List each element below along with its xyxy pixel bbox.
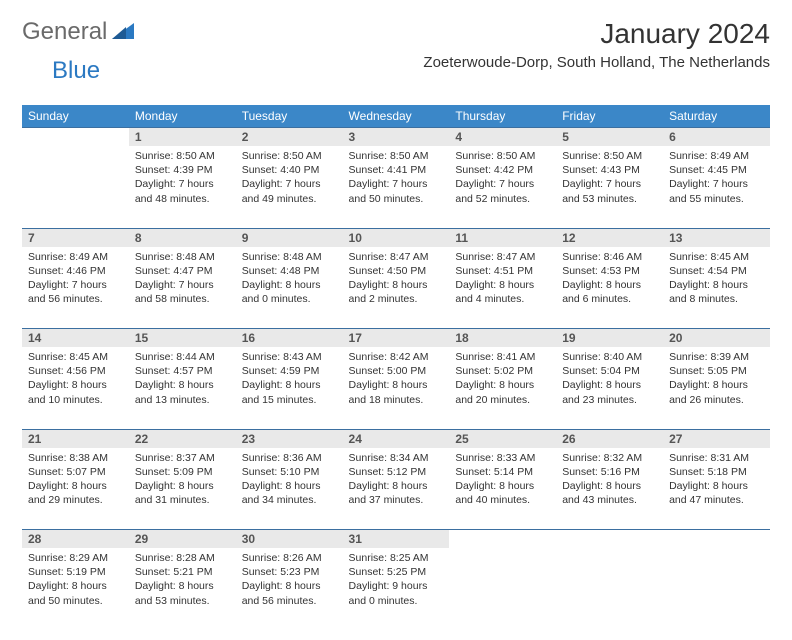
day-content-cell: Sunrise: 8:46 AMSunset: 4:53 PMDaylight:…	[556, 247, 663, 329]
day-content-cell: Sunrise: 8:44 AMSunset: 4:57 PMDaylight:…	[129, 347, 236, 429]
weekday-header: Saturday	[663, 105, 770, 128]
day-content-cell: Sunrise: 8:50 AMSunset: 4:39 PMDaylight:…	[129, 146, 236, 228]
day-number-cell: 7	[22, 228, 129, 247]
logo-triangle-icon	[112, 21, 134, 44]
day-number-cell: 5	[556, 128, 663, 147]
day-content-cell: Sunrise: 8:48 AMSunset: 4:48 PMDaylight:…	[236, 247, 343, 329]
day-content-cell: Sunrise: 8:26 AMSunset: 5:23 PMDaylight:…	[236, 548, 343, 630]
day-number-cell: 4	[449, 128, 556, 147]
day-content-cell: Sunrise: 8:38 AMSunset: 5:07 PMDaylight:…	[22, 448, 129, 530]
day-content-cell: Sunrise: 8:33 AMSunset: 5:14 PMDaylight:…	[449, 448, 556, 530]
day-number-cell: 31	[343, 530, 450, 549]
day-number-cell: 21	[22, 429, 129, 448]
day-number-cell: 2	[236, 128, 343, 147]
weekday-header: Thursday	[449, 105, 556, 128]
day-content-cell: Sunrise: 8:42 AMSunset: 5:00 PMDaylight:…	[343, 347, 450, 429]
logo: General	[22, 18, 136, 46]
day-number-cell: 28	[22, 530, 129, 549]
day-number-cell: 6	[663, 128, 770, 147]
day-content-cell: Sunrise: 8:43 AMSunset: 4:59 PMDaylight:…	[236, 347, 343, 429]
day-content-cell: Sunrise: 8:49 AMSunset: 4:45 PMDaylight:…	[663, 146, 770, 228]
day-number-cell: 25	[449, 429, 556, 448]
day-number-row: 21222324252627	[22, 429, 770, 448]
day-number-row: 28293031	[22, 530, 770, 549]
day-number-cell: 18	[449, 329, 556, 348]
day-number-cell: 1	[129, 128, 236, 147]
day-content-row: Sunrise: 8:38 AMSunset: 5:07 PMDaylight:…	[22, 448, 770, 530]
day-content-cell: Sunrise: 8:37 AMSunset: 5:09 PMDaylight:…	[129, 448, 236, 530]
weekday-header: Wednesday	[343, 105, 450, 128]
day-number-cell: 24	[343, 429, 450, 448]
day-number-cell: 14	[22, 329, 129, 348]
day-number-cell	[449, 530, 556, 549]
day-content-cell: Sunrise: 8:25 AMSunset: 5:25 PMDaylight:…	[343, 548, 450, 630]
day-number-cell: 15	[129, 329, 236, 348]
day-content-cell: Sunrise: 8:41 AMSunset: 5:02 PMDaylight:…	[449, 347, 556, 429]
day-content-cell: Sunrise: 8:40 AMSunset: 5:04 PMDaylight:…	[556, 347, 663, 429]
calendar-table: Sunday Monday Tuesday Wednesday Thursday…	[22, 105, 770, 630]
day-number-cell	[556, 530, 663, 549]
day-number-cell	[663, 530, 770, 549]
day-number-cell: 16	[236, 329, 343, 348]
day-content-cell: Sunrise: 8:31 AMSunset: 5:18 PMDaylight:…	[663, 448, 770, 530]
day-content-row: Sunrise: 8:45 AMSunset: 4:56 PMDaylight:…	[22, 347, 770, 429]
day-number-cell: 26	[556, 429, 663, 448]
day-number-cell: 19	[556, 329, 663, 348]
day-content-cell: Sunrise: 8:39 AMSunset: 5:05 PMDaylight:…	[663, 347, 770, 429]
day-number-cell: 29	[129, 530, 236, 549]
day-number-cell: 9	[236, 228, 343, 247]
day-number-cell: 23	[236, 429, 343, 448]
day-content-cell: Sunrise: 8:49 AMSunset: 4:46 PMDaylight:…	[22, 247, 129, 329]
day-content-cell	[556, 548, 663, 630]
day-content-cell: Sunrise: 8:50 AMSunset: 4:43 PMDaylight:…	[556, 146, 663, 228]
weekday-header: Sunday	[22, 105, 129, 128]
day-number-cell: 27	[663, 429, 770, 448]
day-content-cell: Sunrise: 8:50 AMSunset: 4:42 PMDaylight:…	[449, 146, 556, 228]
month-title: January 2024	[423, 18, 770, 50]
day-number-row: 78910111213	[22, 228, 770, 247]
day-content-cell: Sunrise: 8:34 AMSunset: 5:12 PMDaylight:…	[343, 448, 450, 530]
weekday-header: Friday	[556, 105, 663, 128]
day-number-cell: 10	[343, 228, 450, 247]
weekday-header: Tuesday	[236, 105, 343, 128]
day-content-cell	[663, 548, 770, 630]
day-content-cell: Sunrise: 8:45 AMSunset: 4:56 PMDaylight:…	[22, 347, 129, 429]
logo-text-2: Blue	[52, 57, 100, 84]
weekday-header: Monday	[129, 105, 236, 128]
day-content-cell	[22, 146, 129, 228]
day-number-row: 14151617181920	[22, 329, 770, 348]
day-number-cell: 22	[129, 429, 236, 448]
calendar-page: General January 2024 Zoeterwoude-Dorp, S…	[0, 0, 792, 640]
day-number-cell: 12	[556, 228, 663, 247]
day-number-cell	[22, 128, 129, 147]
day-number-cell: 30	[236, 530, 343, 549]
logo-text-1: General	[22, 18, 107, 46]
day-content-cell: Sunrise: 8:50 AMSunset: 4:40 PMDaylight:…	[236, 146, 343, 228]
day-content-cell: Sunrise: 8:36 AMSunset: 5:10 PMDaylight:…	[236, 448, 343, 530]
day-content-row: Sunrise: 8:49 AMSunset: 4:46 PMDaylight:…	[22, 247, 770, 329]
day-number-cell: 11	[449, 228, 556, 247]
day-content-cell: Sunrise: 8:28 AMSunset: 5:21 PMDaylight:…	[129, 548, 236, 630]
day-content-row: Sunrise: 8:29 AMSunset: 5:19 PMDaylight:…	[22, 548, 770, 630]
day-content-cell: Sunrise: 8:50 AMSunset: 4:41 PMDaylight:…	[343, 146, 450, 228]
day-content-cell: Sunrise: 8:29 AMSunset: 5:19 PMDaylight:…	[22, 548, 129, 630]
day-number-cell: 17	[343, 329, 450, 348]
day-content-row: Sunrise: 8:50 AMSunset: 4:39 PMDaylight:…	[22, 146, 770, 228]
day-content-cell: Sunrise: 8:48 AMSunset: 4:47 PMDaylight:…	[129, 247, 236, 329]
day-content-cell	[449, 548, 556, 630]
day-content-cell: Sunrise: 8:47 AMSunset: 4:50 PMDaylight:…	[343, 247, 450, 329]
day-number-cell: 8	[129, 228, 236, 247]
day-number-cell: 20	[663, 329, 770, 348]
day-number-cell: 3	[343, 128, 450, 147]
day-content-cell: Sunrise: 8:32 AMSunset: 5:16 PMDaylight:…	[556, 448, 663, 530]
day-number-cell: 13	[663, 228, 770, 247]
day-number-row: 123456	[22, 128, 770, 147]
weekday-header-row: Sunday Monday Tuesday Wednesday Thursday…	[22, 105, 770, 128]
day-content-cell: Sunrise: 8:47 AMSunset: 4:51 PMDaylight:…	[449, 247, 556, 329]
day-content-cell: Sunrise: 8:45 AMSunset: 4:54 PMDaylight:…	[663, 247, 770, 329]
